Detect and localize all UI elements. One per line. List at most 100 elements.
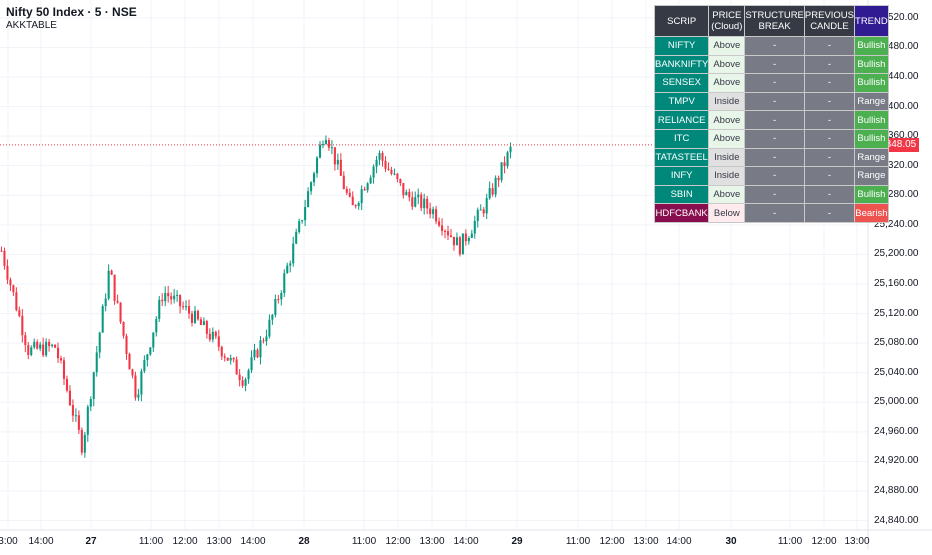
cell-trend: Bullish — [854, 73, 889, 93]
candle-body-up — [185, 306, 188, 308]
candle-body-up — [321, 144, 325, 146]
candle-body-down — [205, 321, 208, 334]
cell-previous-candle: - — [803, 54, 856, 75]
candle-body-up — [164, 293, 167, 302]
candle-body-down — [426, 198, 429, 209]
candle-body-up — [83, 434, 86, 453]
candle-body-up — [298, 221, 301, 232]
time-axis-label: 13:00 — [419, 536, 445, 547]
candle-body-down — [441, 225, 444, 232]
time-axis-label: 14:00 — [28, 536, 54, 547]
time-axis-label: 28 — [298, 536, 310, 547]
candle-body-down — [482, 209, 485, 214]
candle-body-up — [455, 237, 458, 246]
candle-body-down — [399, 179, 402, 184]
candle-body-down — [62, 360, 66, 379]
candle-body-down — [402, 183, 405, 196]
candle-body-down — [262, 340, 265, 342]
candle-body-down — [438, 221, 441, 226]
price-axis-label: 25,280.00 — [874, 189, 919, 201]
table-header-row: SCRIP PRICE (Cloud) STRUCTURE BREAK PREV… — [653, 5, 889, 37]
cell-previous-candle: - — [803, 147, 856, 168]
symbol-title[interactable]: Nifty 50 Index · 5 · NSE — [6, 5, 137, 19]
time-axis-label: 14:00 — [666, 536, 692, 547]
candle-body-up — [500, 162, 503, 181]
candle-body-up — [423, 198, 426, 209]
candle-body-up — [414, 197, 417, 207]
candle-body-down — [232, 357, 235, 360]
header-structure-break: STRUCTURE BREAK — [744, 5, 805, 37]
table-row: TATASTEEL Inside - - Range — [653, 147, 889, 168]
cell-previous-candle: - — [803, 184, 856, 205]
cell-trend: Bullish — [854, 184, 889, 205]
candle-body-down — [77, 415, 80, 430]
candle-body-down — [464, 233, 467, 242]
candle-body-up — [137, 394, 140, 398]
cell-structure-break: - — [744, 91, 805, 112]
candle-body-up — [375, 159, 378, 167]
price-axis-label: 24,840.00 — [874, 514, 919, 526]
candle-body-down — [71, 405, 74, 416]
cell-scrip: BANKNIFTY — [653, 54, 710, 75]
candle-body-down — [384, 160, 387, 169]
price-axis-label: 25,000.00 — [874, 396, 919, 408]
table-row: HDFCBANK Below - - Bearish — [653, 203, 889, 223]
candle-body-up — [146, 354, 149, 361]
candle-body-down — [235, 359, 238, 375]
time-axis-label: 14:00 — [453, 536, 479, 547]
candle-body-up — [366, 183, 369, 191]
candle-body-up — [360, 189, 363, 204]
candle-body-down — [21, 315, 24, 336]
candle-body-down — [15, 292, 18, 311]
candle-body-down — [411, 197, 414, 207]
candle-body-down — [342, 175, 345, 190]
candle-body-down — [348, 192, 351, 197]
candle-body-down — [6, 265, 9, 280]
candle-body-up — [98, 332, 101, 353]
indicator-name[interactable]: AKKTABLE — [6, 20, 57, 31]
candle-body-down — [333, 147, 336, 165]
candle-body-up — [229, 357, 232, 361]
candle-body-up — [253, 349, 256, 358]
candle-body-up — [473, 220, 476, 234]
header-sb-line2: BREAK — [758, 21, 791, 32]
cell-price-cloud: Below — [708, 203, 746, 223]
table-row: ITC Above - - Bullish — [653, 128, 889, 149]
candle-body-down — [131, 369, 134, 376]
candle-body-up — [292, 243, 295, 264]
candle-body-down — [167, 293, 170, 297]
price-axis[interactable]: 25,520.00 25,480.00 25,440.00 25,400.00 25,3… — [868, 0, 932, 550]
cell-scrip: SENSEX — [653, 73, 710, 93]
candle-body-down — [396, 173, 399, 180]
candle-body-up — [470, 233, 473, 238]
cell-scrip: INFY — [653, 166, 710, 186]
cell-trend: Bullish — [854, 110, 889, 130]
candle-body-down — [339, 159, 342, 176]
candle-body-down — [199, 319, 202, 325]
candle-body-down — [226, 357, 229, 361]
time-axis[interactable]: 3:00 14:00 27 11:00 12:00 13:00 14:00 28 11:00 12… — [0, 530, 870, 550]
candle-body-down — [491, 188, 494, 195]
time-axis-label: 27 — [85, 536, 97, 547]
time-axis-label: 14:00 — [240, 536, 266, 547]
cell-price-cloud: Above — [708, 184, 746, 205]
candle-body-down — [238, 374, 241, 381]
candle-body-up — [318, 144, 322, 158]
candle-body-up — [45, 341, 48, 356]
candle-body-up — [509, 146, 512, 153]
candle-body-up — [467, 237, 470, 242]
time-axis-label: 11:00 — [138, 536, 164, 547]
candle-body-down — [116, 300, 119, 303]
cell-structure-break: - — [744, 110, 805, 130]
candle-body-down — [381, 152, 384, 161]
candle-body-down — [363, 189, 366, 191]
header-pc-line1: PREVIOUS — [804, 10, 855, 21]
candle-body-up — [92, 372, 95, 399]
candle-body-down — [119, 302, 122, 322]
cell-trend: Range — [854, 147, 889, 168]
candle-body-down — [18, 310, 21, 316]
candle-body-up — [193, 310, 197, 323]
candle-body-down — [125, 335, 128, 354]
